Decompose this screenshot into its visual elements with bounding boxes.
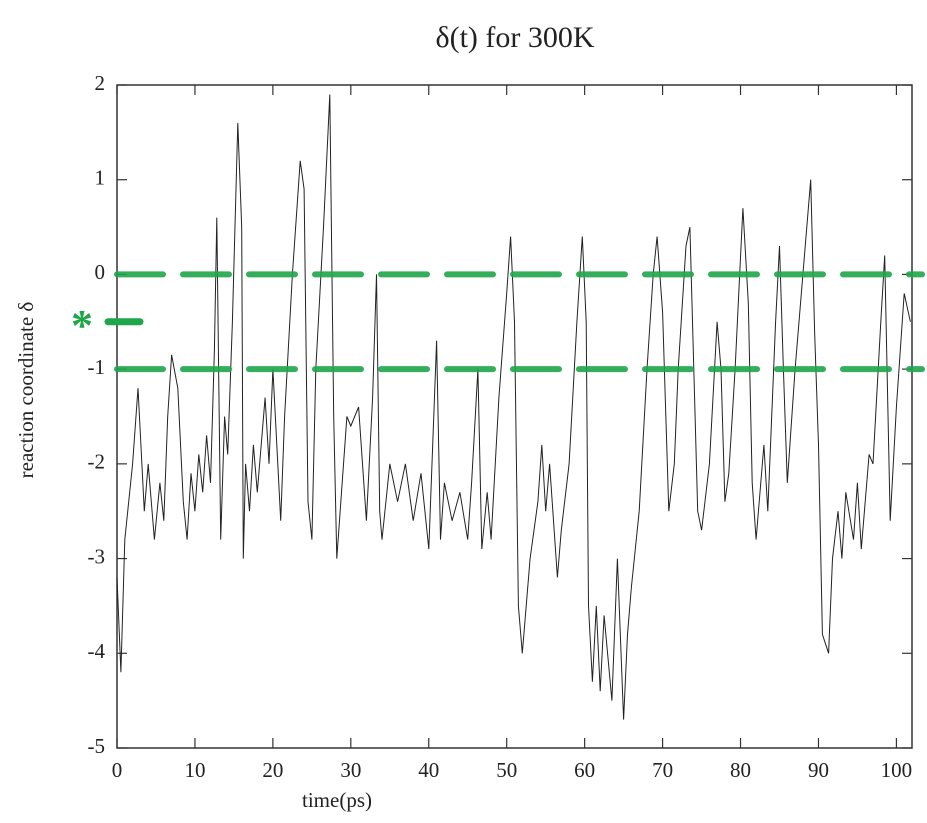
y-tick-label: 0	[95, 260, 106, 284]
y-tick-label: -4	[88, 639, 106, 663]
plot-frame	[116, 84, 913, 749]
marker-label: *	[71, 301, 93, 350]
x-tick-label: 70	[652, 758, 673, 782]
x-tick-label: 50	[496, 758, 517, 782]
x-tick-label: 100	[881, 758, 913, 782]
y-tick-label: -2	[88, 450, 106, 474]
y-tick-label: -3	[88, 544, 106, 568]
x-tick-label: 60	[574, 758, 595, 782]
y-tick-label: 2	[95, 71, 106, 95]
x-tick-label: 30	[340, 758, 361, 782]
y-tick-label: -1	[88, 355, 106, 379]
chart-title: δ(t) for 300K	[435, 21, 594, 54]
x-tick-label: 80	[730, 758, 751, 782]
x-axis-label: time(ps)	[302, 788, 372, 812]
x-tick-label: 20	[262, 758, 283, 782]
x-tick-label: 0	[112, 758, 123, 782]
x-tick-label: 10	[184, 758, 205, 782]
y-axis-label: reaction coordinate δ	[14, 302, 38, 479]
data-line	[116, 94, 911, 720]
x-tick-label: 40	[418, 758, 439, 782]
y-tick-label: 1	[95, 166, 106, 190]
y-tick-label: -5	[88, 734, 106, 758]
x-tick-label: 90	[808, 758, 829, 782]
